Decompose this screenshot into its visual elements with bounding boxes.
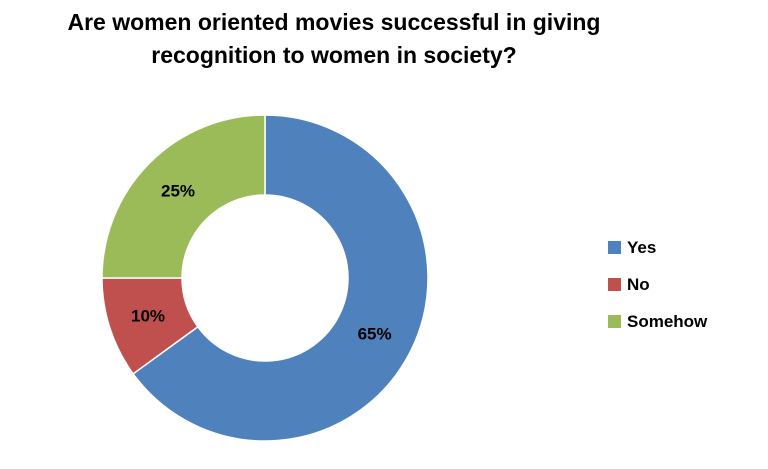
slice-yes — [132, 114, 429, 442]
legend-label-yes: Yes — [627, 237, 657, 257]
slice-somehow — [101, 114, 266, 279]
legend-item-somehow: Somehow — [608, 303, 707, 340]
chart-title: Are women oriented movies successful in … — [0, 6, 668, 72]
chart-title-line-2: recognition to women in society? — [151, 42, 517, 68]
legend-label-somehow: Somehow — [627, 311, 708, 331]
legend-item-no: No — [608, 266, 707, 303]
legend: Yes No Somehow — [608, 229, 707, 340]
data-label-no: 10% — [131, 307, 165, 326]
legend-item-yes: Yes — [608, 229, 707, 266]
data-label-yes: 65% — [358, 324, 392, 343]
chart-title-line-1: Are women oriented movies successful in … — [67, 9, 601, 35]
legend-label-no: No — [627, 274, 650, 294]
legend-swatch-no — [608, 278, 621, 291]
data-label-somehow: 25% — [161, 182, 195, 201]
legend-swatch-somehow — [608, 315, 621, 328]
legend-swatch-yes — [608, 241, 621, 254]
